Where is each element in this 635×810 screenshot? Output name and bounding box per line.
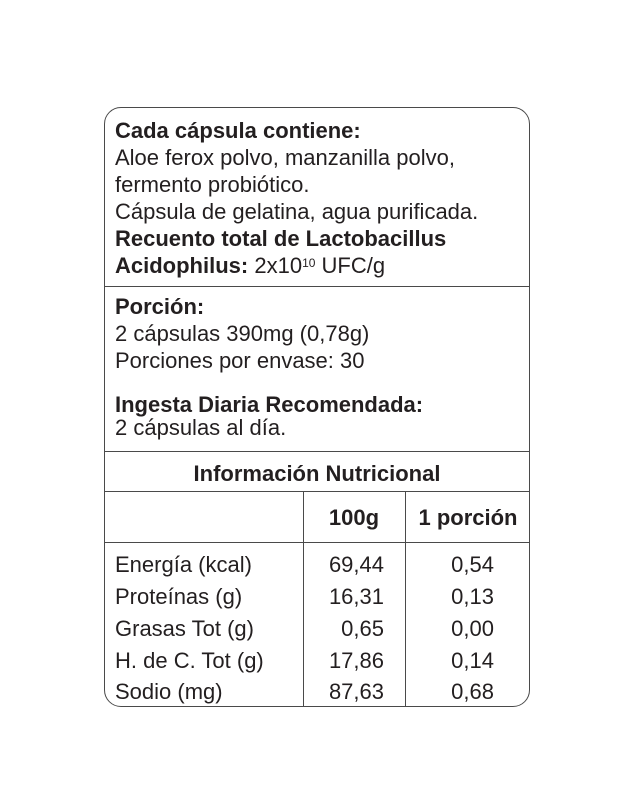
- nutrient-name: H. de C. Tot (g): [115, 648, 264, 673]
- value-per-100g: 0,65: [341, 616, 384, 641]
- value-per-serving: 0,54: [451, 552, 494, 577]
- value-per-100g: 87,63: [328, 679, 384, 704]
- nutrition-label-panel: Cada cápsula contiene: Aloe ferox polvo,…: [104, 107, 530, 707]
- serving-size: 2 cápsulas 390mg (0,78g): [115, 321, 370, 346]
- column-header-100g: 100g: [328, 505, 380, 530]
- divider-ingredients: [105, 286, 529, 287]
- value-per-100g: 16,31: [328, 584, 384, 609]
- divider-title: [105, 491, 529, 492]
- divider-header: [105, 542, 529, 543]
- intake-heading: Ingesta Diaria Recomendada:: [115, 392, 424, 417]
- count-value-exponent: 10: [302, 255, 316, 270]
- nutrient-name: Grasas Tot (g): [115, 616, 254, 641]
- column-header-1-porcion: 1 porción: [418, 505, 518, 530]
- value-per-serving: 0,68: [451, 679, 494, 704]
- value-per-serving: 0,13: [451, 584, 494, 609]
- ingredients-line-2: fermento probiótico.: [115, 172, 310, 197]
- ingredients-line-1: Aloe ferox polvo, manzanilla polvo,: [115, 145, 455, 170]
- count-value-unit: UFC/g: [321, 253, 386, 278]
- ingredients-heading: Cada cápsula contiene:: [115, 118, 361, 143]
- value-per-serving: 0,00: [451, 616, 494, 641]
- intake-value: 2 cápsulas al día.: [115, 415, 287, 440]
- ingredients-line-3: Cápsula de gelatina, agua purificada.: [115, 199, 479, 224]
- column-divider-2: [405, 491, 406, 707]
- value-per-serving: 0,14: [451, 648, 494, 673]
- serving-heading: Porción:: [115, 294, 205, 319]
- nutrient-name: Proteínas (g): [115, 584, 243, 609]
- nutrition-title: Información Nutricional: [193, 461, 441, 486]
- nutrient-name: Sodio (mg): [115, 679, 223, 704]
- value-per-100g: 17,86: [328, 648, 384, 673]
- servings-per-container: Porciones por envase: 30: [115, 348, 365, 373]
- lactobacillus-count-line: Acidophilus: 2x1010 UFC/g: [115, 252, 385, 279]
- nutrient-name: Energía (kcal): [115, 552, 252, 577]
- divider-serving: [105, 451, 529, 452]
- count-label: Acidophilus:: [115, 253, 249, 278]
- count-value-base: 2x10: [254, 253, 303, 278]
- lactobacillus-count-heading: Recuento total de Lactobacillus: [115, 226, 447, 251]
- column-divider-1: [303, 491, 304, 707]
- value-per-100g: 69,44: [328, 552, 384, 577]
